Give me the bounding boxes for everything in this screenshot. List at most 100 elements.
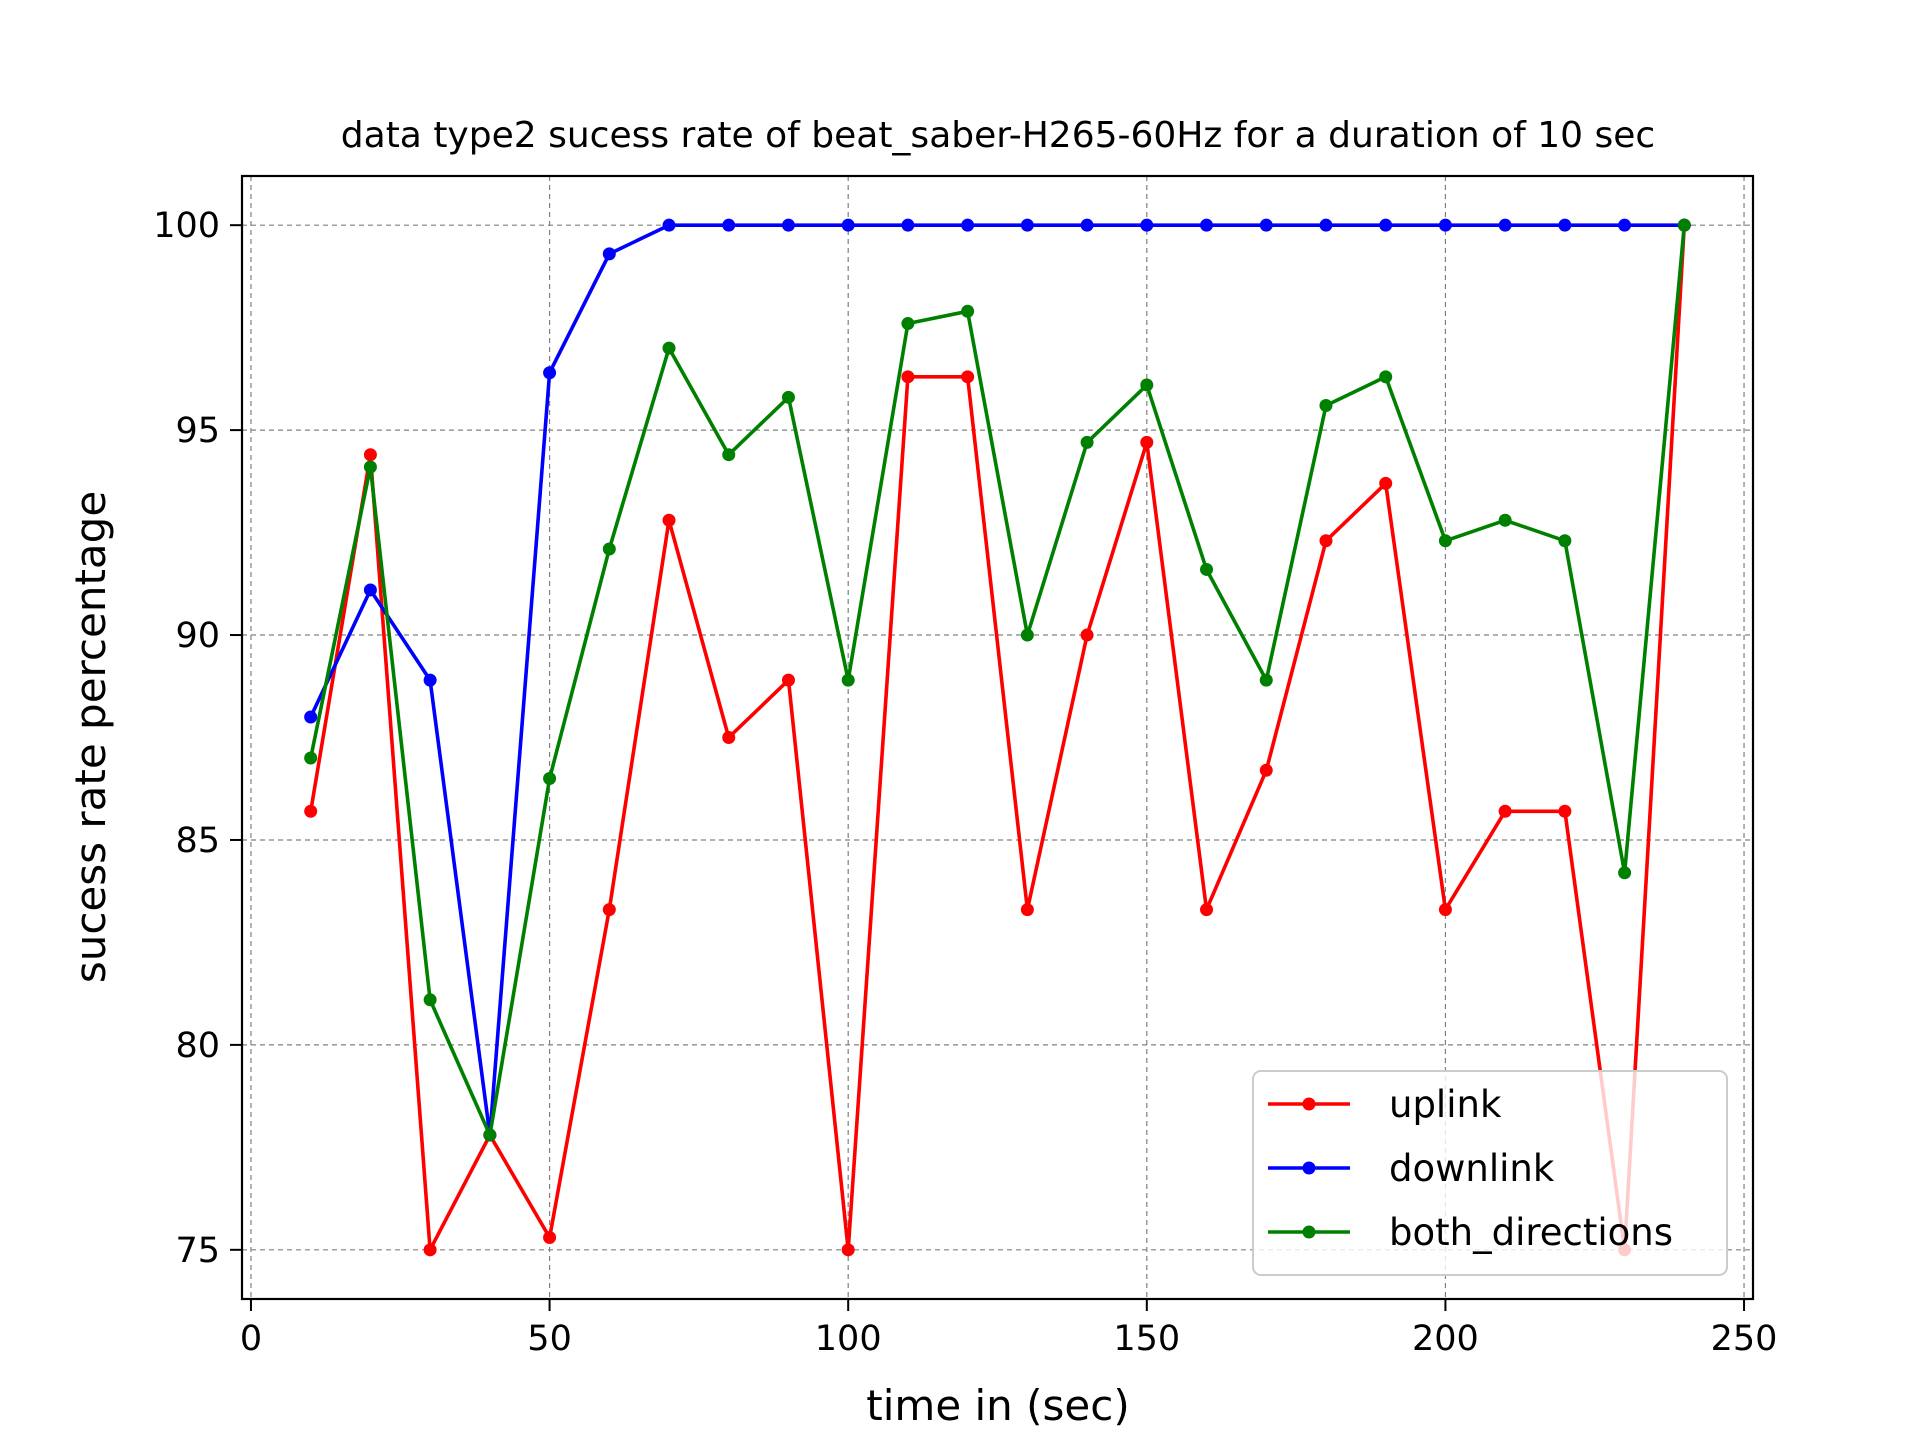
data-point-downlink	[1558, 218, 1572, 232]
data-point-uplink	[1140, 435, 1154, 449]
series-layer	[304, 218, 1691, 1257]
data-point-uplink	[1438, 903, 1452, 917]
x-tick-label: 50	[527, 1319, 572, 1359]
legend-entry-downlink: downlink	[1268, 1147, 1555, 1190]
data-point-both_directions	[841, 673, 855, 687]
x-tick-label: 250	[1711, 1319, 1778, 1359]
y-tick-label: 80	[175, 1026, 220, 1066]
data-point-uplink	[1319, 534, 1333, 548]
data-point-both_directions	[543, 771, 557, 785]
data-point-both_directions	[1080, 435, 1094, 449]
y-tick-label: 95	[175, 411, 220, 451]
legend-label: both_directions	[1389, 1211, 1673, 1254]
y-tick-label: 85	[175, 821, 220, 861]
data-point-both_directions	[1558, 534, 1572, 548]
data-point-both_directions	[662, 341, 676, 355]
x-tick-label: 100	[815, 1319, 882, 1359]
data-point-downlink	[901, 218, 915, 232]
data-point-downlink	[1379, 218, 1393, 232]
data-point-both_directions	[1259, 673, 1273, 687]
data-point-uplink	[1200, 903, 1214, 917]
series-both_directions	[304, 218, 1691, 1142]
data-point-downlink	[1319, 218, 1333, 232]
data-point-both_directions	[1618, 866, 1632, 880]
data-point-both_directions	[1438, 534, 1452, 548]
legend-entry-uplink: uplink	[1268, 1083, 1502, 1126]
y-axis-label: sucess rate percentage	[66, 491, 115, 983]
data-point-uplink	[1558, 804, 1572, 818]
x-tick-label: 0	[240, 1319, 262, 1359]
data-point-uplink	[722, 731, 736, 744]
data-point-uplink	[961, 370, 975, 384]
series-line-uplink	[308, 225, 1687, 1252]
data-point-uplink	[304, 804, 318, 818]
data-point-both_directions	[363, 460, 377, 474]
data-point-both_directions	[423, 993, 437, 1007]
data-point-downlink	[722, 218, 736, 232]
data-point-both_directions	[1379, 370, 1393, 384]
data-point-downlink	[1020, 218, 1034, 232]
data-point-both_directions	[722, 448, 736, 462]
chart-title: data type2 sucess rate of beat_saber-H26…	[341, 115, 1655, 156]
data-point-both_directions	[483, 1128, 497, 1142]
data-point-downlink	[1259, 218, 1273, 232]
data-point-uplink	[901, 370, 915, 384]
data-point-both_directions	[901, 317, 915, 331]
legend-label: downlink	[1389, 1147, 1555, 1190]
x-tick-label: 150	[1113, 1319, 1180, 1359]
data-point-downlink	[602, 247, 616, 261]
data-point-both_directions	[1020, 628, 1034, 642]
legend-box	[1252, 1070, 1728, 1276]
data-point-uplink	[543, 1231, 557, 1245]
legend: uplink downlink both_directions	[1252, 1070, 1728, 1276]
axis-ticks: 0 50 100 150 200 250 75 80 85 90 95 100	[153, 206, 1777, 1359]
x-axis-label: time in (sec)	[866, 1381, 1129, 1430]
data-point-both_directions	[1200, 562, 1214, 576]
legend-swatch-marker	[1302, 1097, 1316, 1111]
data-point-both_directions	[1498, 513, 1512, 527]
x-tick-label: 200	[1412, 1319, 1479, 1359]
series-line-downlink	[309, 223, 1685, 1137]
legend-entries: uplink downlink both_directions	[1268, 1083, 1673, 1254]
y-tick-label: 75	[175, 1231, 220, 1271]
data-point-downlink	[662, 218, 676, 232]
data-point-downlink	[1200, 218, 1214, 232]
series-downlink	[304, 218, 1691, 1142]
data-point-both_directions	[961, 304, 975, 318]
data-point-downlink	[961, 218, 975, 232]
data-point-both_directions	[304, 751, 318, 765]
data-point-uplink	[1020, 903, 1034, 917]
legend-entry-both_directions: both_directions	[1268, 1211, 1673, 1254]
data-point-uplink	[1498, 804, 1512, 818]
data-point-downlink	[1438, 218, 1452, 232]
data-point-both_directions	[1677, 218, 1691, 232]
data-point-both_directions	[1319, 399, 1333, 413]
grid	[242, 176, 1753, 1299]
plot-area-frame	[240, 174, 1755, 1301]
data-point-uplink	[841, 1243, 855, 1257]
data-point-uplink	[1080, 628, 1094, 642]
data-point-uplink	[602, 903, 616, 917]
data-point-downlink	[781, 218, 795, 232]
data-point-uplink	[781, 673, 795, 687]
data-point-downlink	[423, 673, 437, 687]
data-point-downlink	[1140, 218, 1154, 232]
y-tick-label: 100	[153, 206, 220, 246]
y-tick-label: 90	[175, 616, 220, 656]
legend-swatch-marker	[1302, 1225, 1316, 1239]
data-point-downlink	[841, 218, 855, 232]
data-point-uplink	[423, 1243, 437, 1257]
series-line-both_directions	[308, 225, 1687, 1137]
data-point-uplink	[1379, 476, 1393, 490]
data-point-uplink	[662, 513, 676, 527]
data-point-downlink	[363, 583, 377, 597]
data-point-both_directions	[781, 390, 795, 404]
data-point-downlink	[1080, 218, 1094, 232]
data-point-both_directions	[1140, 378, 1154, 392]
data-point-uplink	[363, 448, 377, 462]
data-point-downlink	[543, 366, 557, 380]
data-point-downlink	[1498, 218, 1512, 232]
legend-label: uplink	[1389, 1083, 1502, 1126]
